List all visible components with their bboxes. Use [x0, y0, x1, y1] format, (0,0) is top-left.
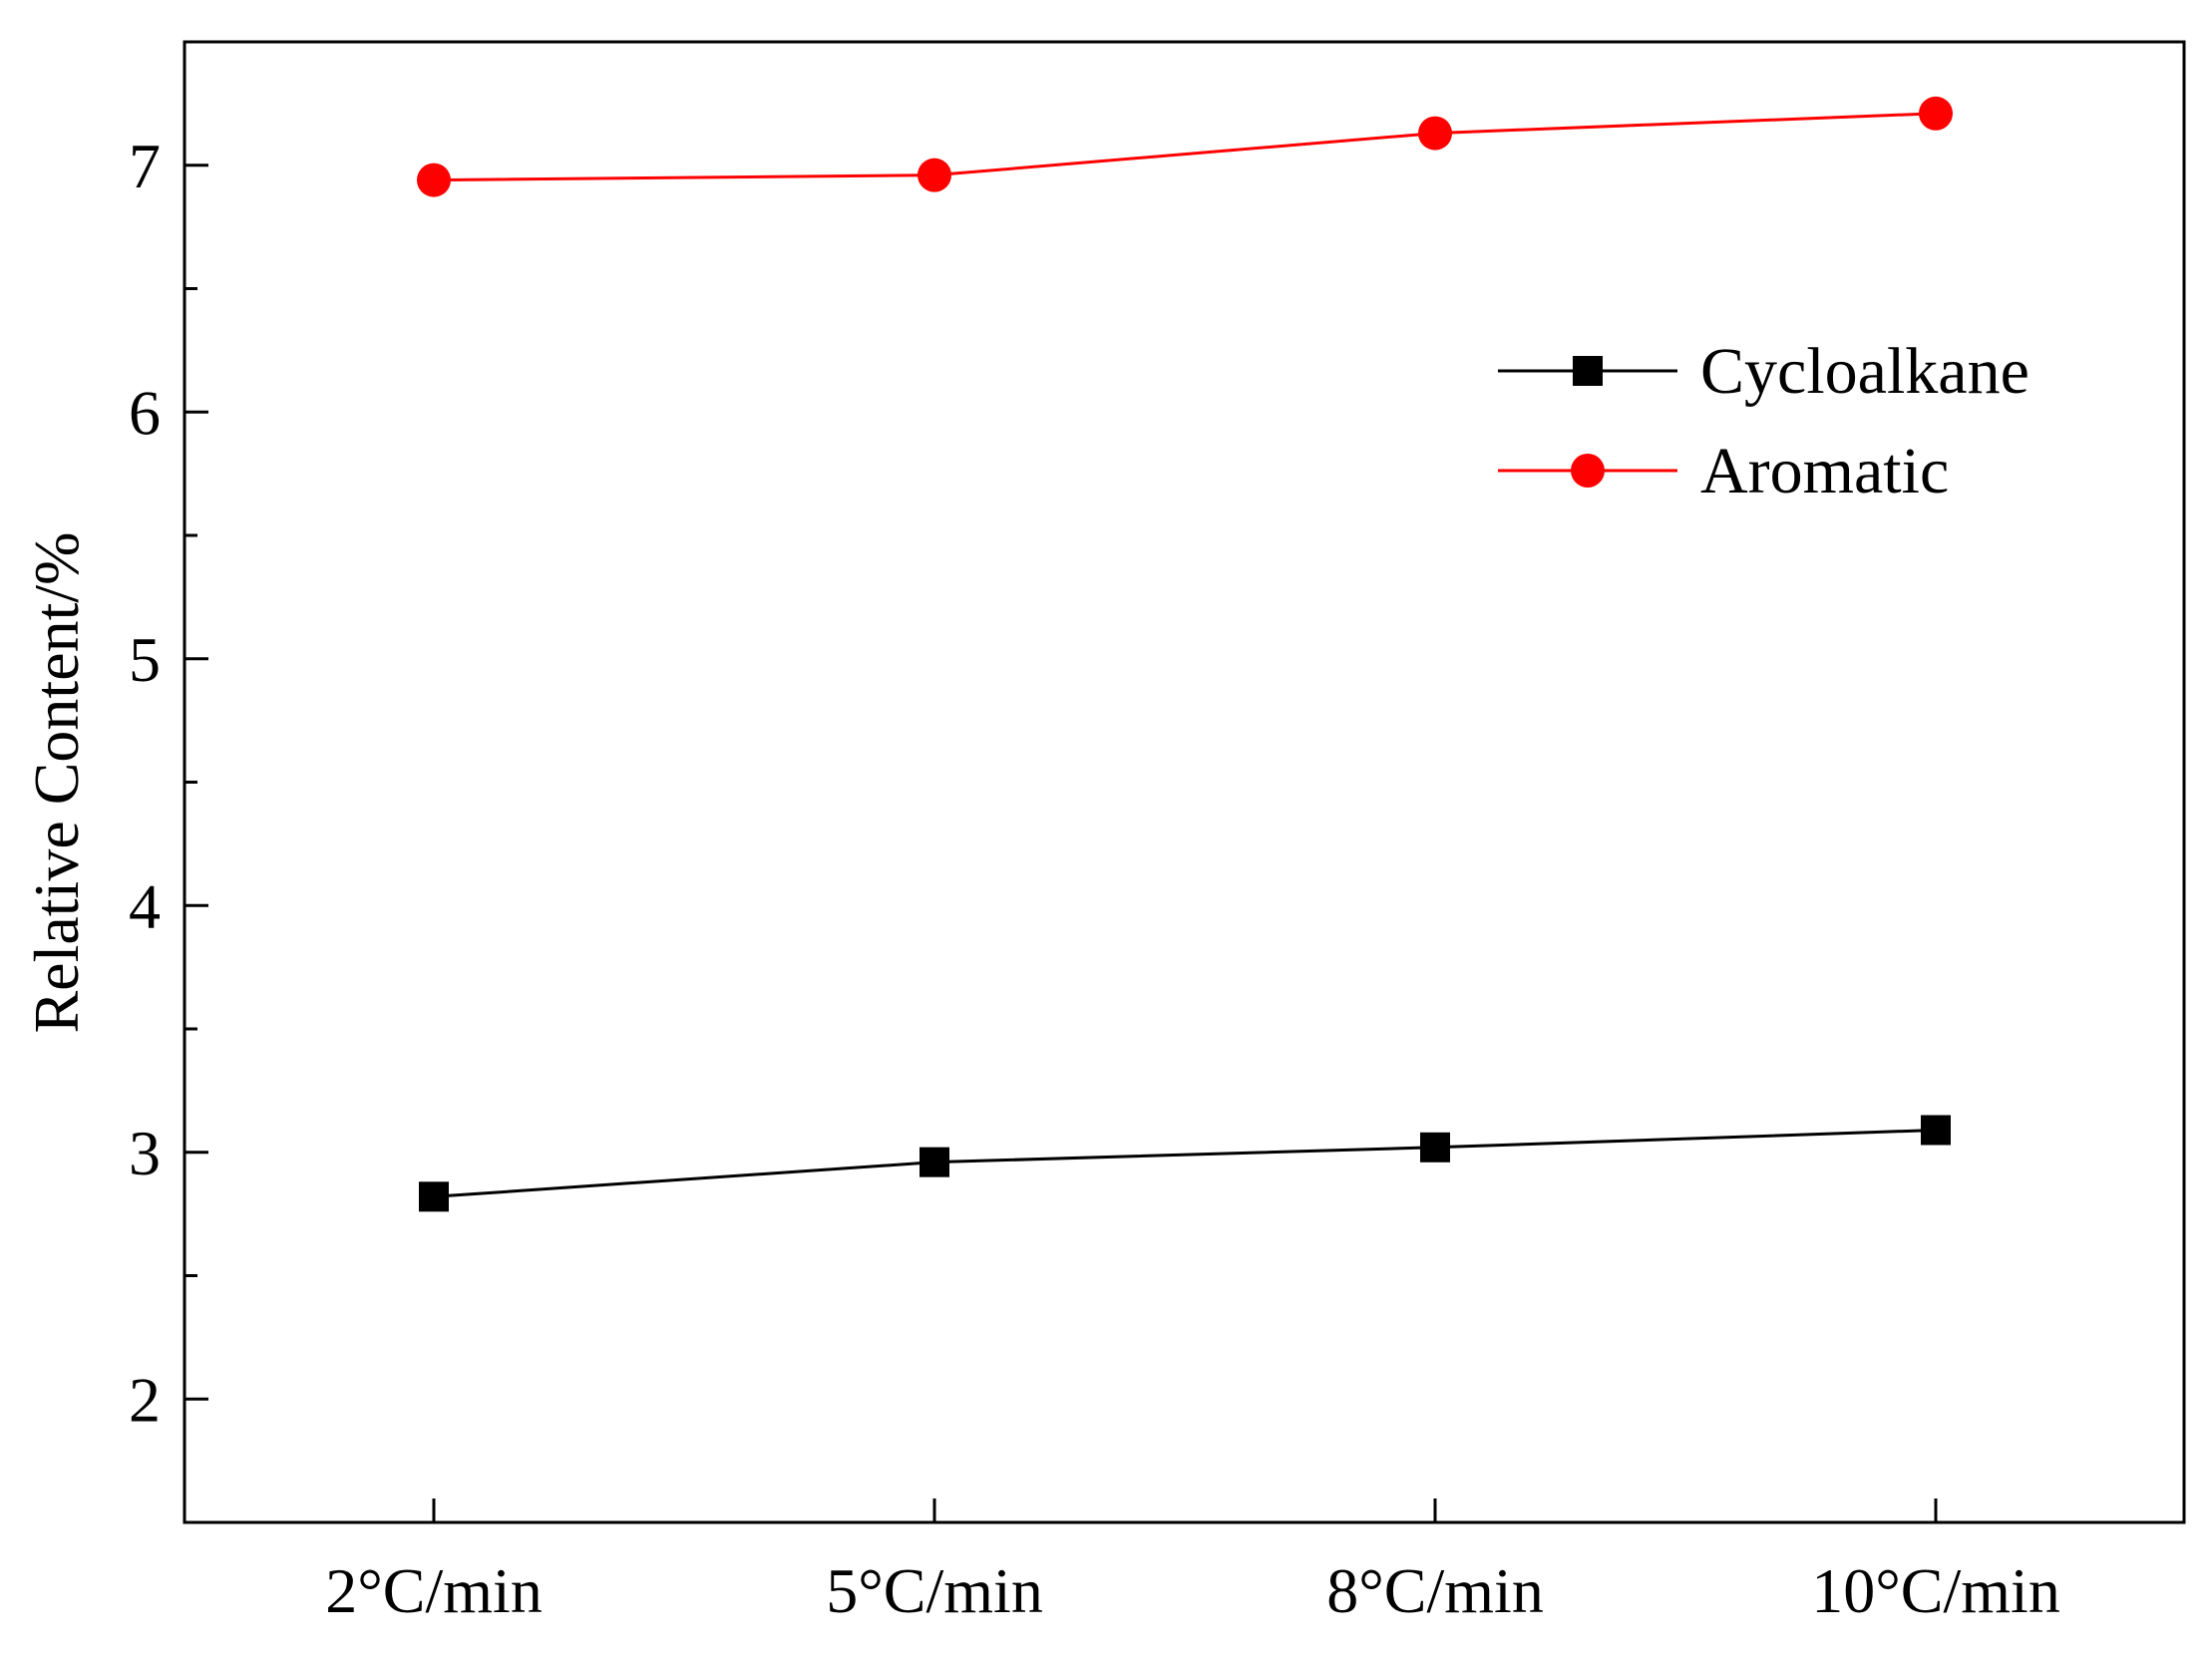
y-tick-label: 6 — [129, 377, 161, 448]
legend-marker-circle — [1571, 454, 1605, 488]
legend-label: Cycloalkane — [1700, 335, 2029, 408]
data-point-circle — [918, 158, 951, 192]
y-tick-label: 2 — [129, 1364, 161, 1435]
data-point-square — [419, 1181, 449, 1212]
data-point-square — [920, 1147, 949, 1177]
axes: 2 3 4 5 6 7 2°C/min 5°C/min 8°C/min 10°C/min — [129, 40, 2186, 1626]
data-point-square — [1420, 1132, 1450, 1163]
series-line — [433, 112, 1937, 182]
series-line — [433, 1128, 1937, 1198]
data-point-circle — [417, 163, 451, 197]
series-cycloalkane — [419, 1115, 1951, 1212]
y-tick-label: 4 — [129, 870, 161, 941]
x-tick-label: 8°C/min — [1326, 1555, 1544, 1626]
y-tick-label: 3 — [129, 1118, 161, 1188]
legend-marker-square — [1573, 356, 1603, 386]
data-point-circle — [1418, 116, 1452, 151]
x-tick-label: 5°C/min — [826, 1555, 1043, 1626]
legend-label: Aromatic — [1700, 435, 1949, 507]
y-axis-label: Relative Content/% — [21, 532, 92, 1034]
data-point-circle — [1919, 96, 1953, 131]
x-tick-label: 10°C/min — [1811, 1555, 2060, 1626]
data-point-square — [1921, 1115, 1951, 1146]
series-layer — [417, 96, 1953, 1212]
y-tick-label: 7 — [129, 131, 161, 201]
y-tick-label: 5 — [129, 624, 161, 695]
x-tick-label: 2°C/min — [325, 1555, 543, 1626]
legend: Cycloalkane Aromatic — [1498, 335, 2029, 507]
series-aromatic — [417, 96, 1953, 197]
